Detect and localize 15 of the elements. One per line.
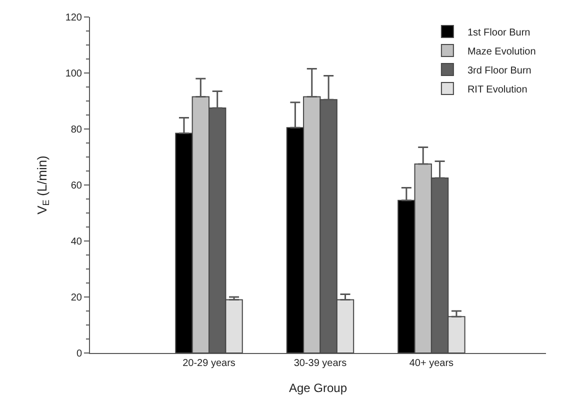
y-tick-label: 80	[70, 124, 82, 136]
y-tick-label: 60	[70, 180, 82, 192]
legend-label: RIT Evolution	[467, 84, 528, 96]
x-axis-title: Age Group	[288, 380, 348, 395]
legend-label: 3rd Floor Burn	[467, 65, 532, 76]
legend-label: 1st Floor Burn	[467, 27, 530, 38]
y-tick-label: 120	[65, 12, 82, 24]
y-tick-label: 20	[70, 292, 82, 304]
x-tick-label: 40+ years	[409, 358, 454, 369]
x-tick-label: 30-39 years	[294, 358, 347, 369]
y-tick-label: 0	[76, 348, 82, 360]
legend-label: Maze Evolution	[467, 46, 536, 58]
y-tick-label: 40	[70, 236, 82, 248]
x-tick-label: 20-29 years	[182, 358, 236, 369]
y-tick-label: 100	[65, 68, 82, 80]
